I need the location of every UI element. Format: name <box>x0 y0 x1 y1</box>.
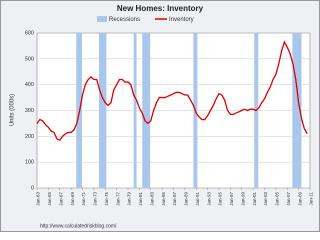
legend-label: Recessions <box>109 17 140 23</box>
legend-label: Inventory <box>169 17 194 23</box>
chart-title: New Homes: Inventory <box>117 4 204 13</box>
y-tick-label: 300 <box>25 108 34 114</box>
source-url: http://www.calculatedriskblog.com/ <box>40 223 117 229</box>
y-tick-label: 600 <box>25 30 34 36</box>
x-tick-label: Jan-99 <box>240 192 245 206</box>
y-tick-label: 500 <box>25 56 34 62</box>
chart: New Homes: Inventory Recessions Inventor… <box>0 0 320 232</box>
x-tick-label: Jan-93 <box>206 192 211 206</box>
x-tick-label: Jan-91 <box>195 192 200 206</box>
x-tick-label: Jan-75 <box>104 192 109 206</box>
x-tick-label: Jan-83 <box>149 192 154 206</box>
y-axis-title: Units (000s) <box>10 94 16 126</box>
x-tick-label: Jan-01 <box>252 192 257 206</box>
data-line <box>36 40 308 142</box>
x-tick-label: Jan-95 <box>218 192 223 206</box>
x-tick-label: Jan-89 <box>184 192 189 206</box>
x-tick-label: Jan-85 <box>161 192 166 206</box>
x-tick-label: Jan-09 <box>297 192 302 206</box>
y-tick-label: 100 <box>25 160 34 166</box>
x-tick-label: Jan-73 <box>93 192 98 206</box>
x-tick-label: Jan-07 <box>286 192 291 206</box>
y-tick-label: 400 <box>25 82 34 88</box>
legend-swatch-recessions <box>97 16 107 22</box>
x-tick-label: Jan-69 <box>70 192 75 206</box>
x-tick-label: Jan-71 <box>81 192 86 206</box>
x-tick-label: Jan-67 <box>58 192 63 206</box>
x-tick-label: Jan-87 <box>172 192 177 206</box>
x-tick-label: Jan-77 <box>115 192 120 206</box>
x-tick-label: Jan-63 <box>36 192 41 206</box>
y-tick-label: 0 <box>31 185 34 191</box>
x-tick-label: Jan-11 <box>309 192 314 206</box>
x-tick-label: Jan-65 <box>47 192 52 206</box>
x-tick-label: Jan-03 <box>263 192 268 206</box>
x-tick-label: Jan-79 <box>127 192 132 206</box>
x-tick-label: Jan-81 <box>138 192 143 206</box>
x-tick-label: Jan-97 <box>229 192 234 206</box>
y-tick-label: 200 <box>25 134 34 140</box>
x-tick-label: Jan-05 <box>275 192 280 206</box>
